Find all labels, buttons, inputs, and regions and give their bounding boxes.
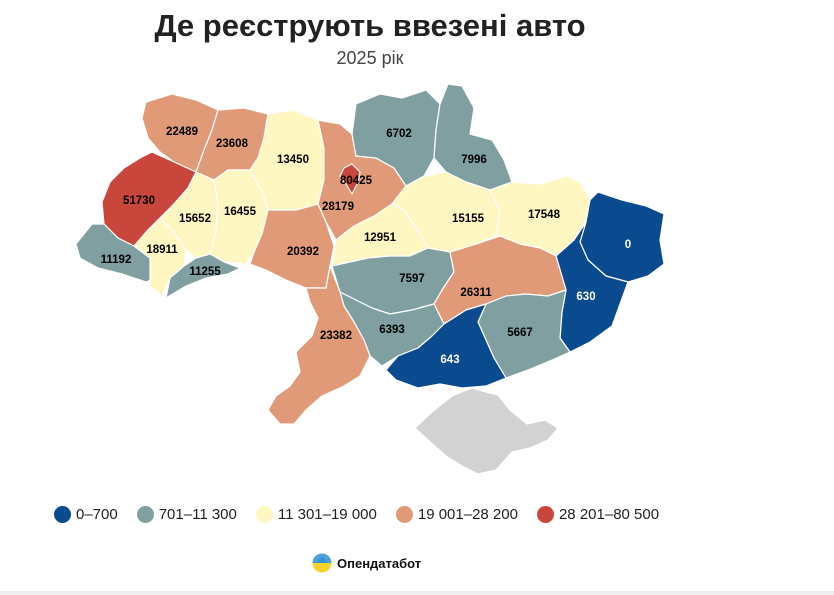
legend-swatch [536,506,554,523]
region-kherson [385,303,507,389]
legend-label: 28 201–80 500 [558,506,660,523]
map-title: Де реєструють ввезені авто [154,8,586,43]
map-subtitle: 2025 рік [336,48,404,68]
label-rivne: 23608 [216,138,249,150]
legend-swatch [54,506,71,523]
label-dnipropetrovsk: 26311 [460,287,492,299]
brand: Опендатабот [312,553,421,573]
label-zhytomyr: 13450 [277,154,309,166]
bottom-divider [0,591,834,595]
legend-item: 28 201–80 500 [536,506,660,523]
label-cherkasy: 12951 [364,232,397,244]
label-lviv: 51730 [123,195,155,207]
label-zaporizhzhia: 5667 [507,327,533,339]
legend-item: 0–700 [54,506,118,523]
legend-label: 0–700 [76,506,118,523]
label-mykolaiv: 6393 [379,324,405,336]
region-kyiv-city [339,163,361,195]
region-chernivtsi [165,253,241,299]
label-chernivtsi: 11255 [189,266,221,278]
legend-item: 19 001–28 200 [395,506,518,523]
region-odesa [267,265,371,425]
label-zakarpattia: 11192 [101,254,132,266]
legend-label: 11 301–19 000 [277,506,377,523]
brand-name: Опендатабот [337,555,422,571]
legend-label: 701–11 300 [158,506,237,523]
label-odesa: 23382 [320,330,352,342]
label-khmelnytskyi: 16455 [224,206,257,218]
legend-item: 11 301–19 000 [255,506,377,523]
label-kherson: 643 [440,354,459,366]
label-kyiv-oblast: 28179 [322,201,354,213]
label-luhansk: 0 [625,239,631,251]
label-kyiv-city: 80425 [340,175,373,187]
legend-item: 701–11 300 [136,506,237,523]
opendatabot-logo-icon [312,553,332,573]
label-kharkiv: 17548 [528,209,561,221]
region-chernihiv [351,89,441,187]
region-crimea [414,387,559,475]
legend-swatch [395,506,413,523]
region-sumy [433,83,513,191]
label-volyn: 22489 [166,126,198,138]
label-poltava: 15155 [452,213,485,225]
label-ternopil: 15652 [179,213,211,225]
legend-swatch [136,506,154,523]
label-vinnytsia: 20392 [287,246,319,258]
ukraine-map: 22489 23608 51730 15652 16455 13450 2817… [75,83,665,475]
label-ivano-frankivsk: 18911 [146,244,178,256]
legend-label: 19 001–28 200 [417,506,518,523]
legend-swatch [255,506,273,523]
region-labels: 22489 23608 51730 15652 16455 13450 2817… [101,126,632,366]
label-sumy: 7996 [461,154,487,166]
legend: 0–700 701–11 300 11 301–19 000 19 001–28… [54,506,678,523]
label-donetsk: 630 [576,291,595,303]
label-kirovohrad: 7597 [399,273,425,285]
label-chernihiv: 6702 [386,128,412,140]
